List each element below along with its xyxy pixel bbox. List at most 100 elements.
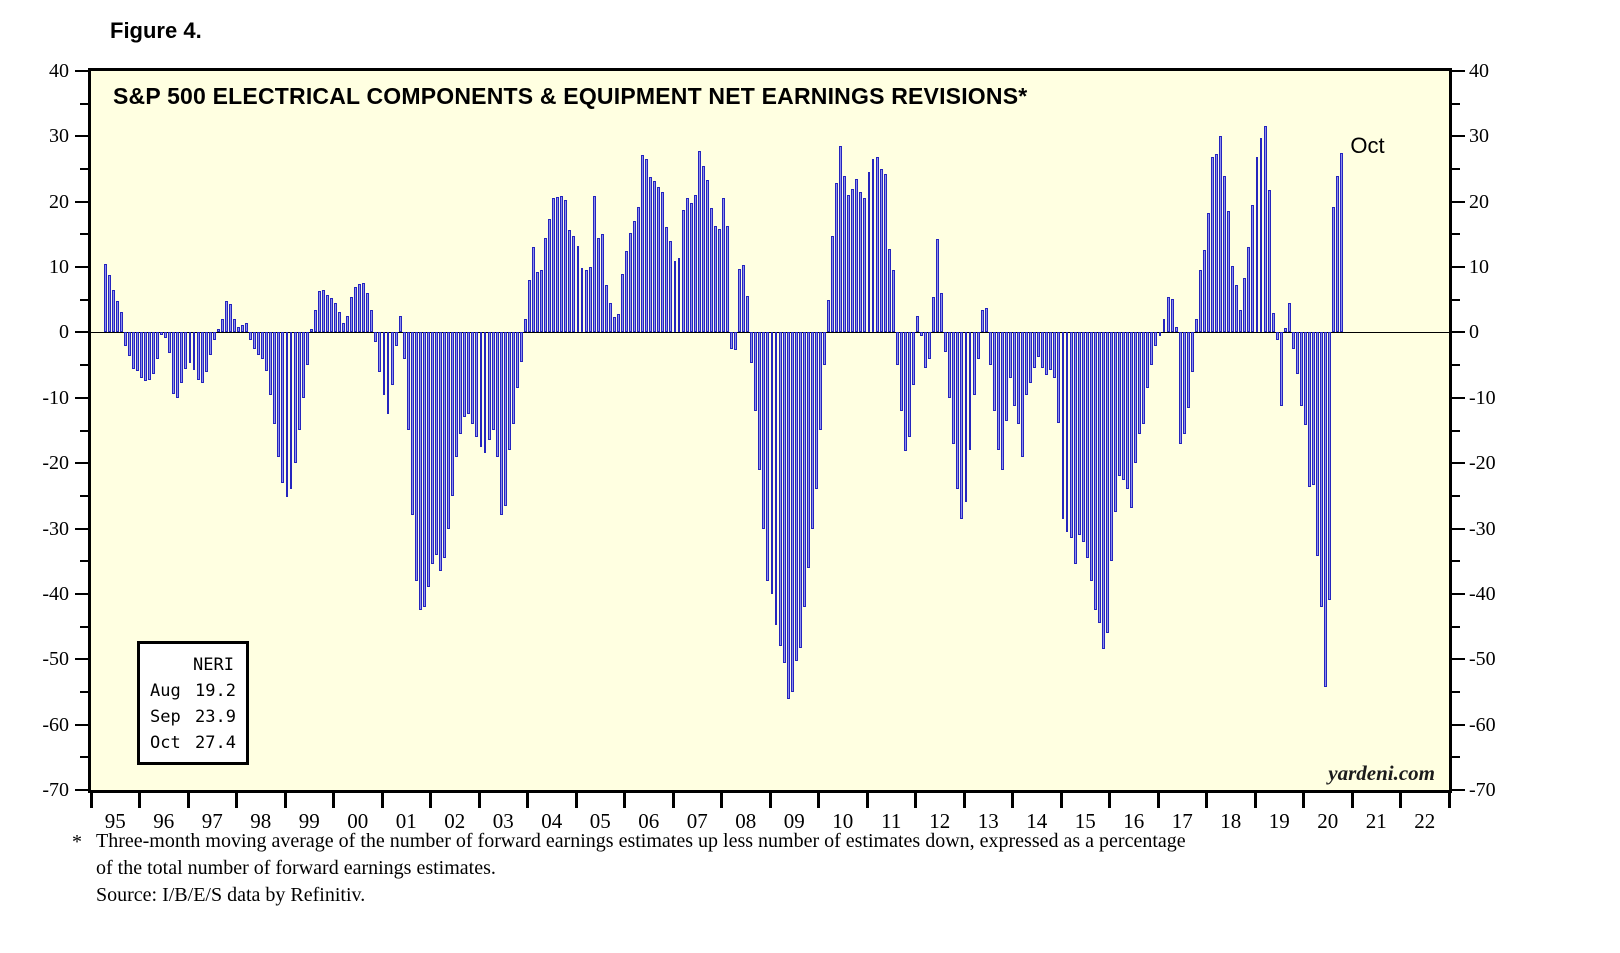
x-axis-tick xyxy=(1302,793,1305,808)
bar xyxy=(131,332,135,370)
bar xyxy=(924,332,928,369)
y-axis-tick xyxy=(75,527,88,530)
bar xyxy=(653,180,657,333)
bar xyxy=(237,326,240,333)
bar xyxy=(176,332,180,398)
bar xyxy=(1194,319,1198,333)
bar xyxy=(928,332,932,359)
bar xyxy=(620,273,624,333)
bar xyxy=(1239,309,1243,333)
bar xyxy=(831,235,835,333)
bar xyxy=(1105,332,1109,634)
bar xyxy=(305,332,309,366)
x-axis-label: 02 xyxy=(444,809,466,833)
bar xyxy=(382,332,386,395)
bar xyxy=(742,265,746,333)
bar xyxy=(164,332,168,338)
bar xyxy=(261,332,265,360)
y-axis-tick xyxy=(75,658,88,661)
y-axis-tick xyxy=(75,135,88,138)
bar xyxy=(1049,332,1053,371)
x-axis-tick xyxy=(235,793,238,808)
y-axis-tick xyxy=(80,625,88,628)
y-axis-tick xyxy=(1452,462,1465,465)
bar xyxy=(790,332,794,692)
x-axis-tick xyxy=(1108,793,1111,808)
bar xyxy=(932,296,936,333)
bar xyxy=(697,151,701,333)
bar xyxy=(665,226,669,333)
bar xyxy=(1025,332,1029,395)
y-axis-tick xyxy=(1452,168,1460,171)
bar xyxy=(887,248,891,333)
bar xyxy=(920,332,923,336)
x-axis-tick xyxy=(332,793,335,808)
x-axis-label: 96 xyxy=(153,809,175,833)
x-axis-label: 12 xyxy=(929,809,951,833)
x-axis-tick xyxy=(429,793,432,808)
bar xyxy=(394,332,398,346)
bar xyxy=(701,166,705,333)
bar xyxy=(168,332,172,353)
y-axis-label: 30 xyxy=(49,125,69,148)
bar xyxy=(1170,299,1174,333)
bar xyxy=(329,298,333,333)
bar xyxy=(1045,332,1049,375)
bar xyxy=(936,238,940,333)
bar xyxy=(1178,332,1182,444)
chart-frame: S&P 500 ELECTRICAL COMPONENTS & EQUIPMEN… xyxy=(88,68,1452,793)
bar xyxy=(1299,332,1303,407)
bar xyxy=(374,332,378,343)
bar xyxy=(1267,189,1271,333)
bar xyxy=(576,246,580,333)
bar xyxy=(540,270,544,333)
bar xyxy=(568,230,572,333)
bar xyxy=(968,332,972,451)
bar xyxy=(422,332,426,607)
bar xyxy=(750,332,754,364)
x-axis-label: 13 xyxy=(977,809,999,833)
bar xyxy=(410,332,414,516)
bar xyxy=(172,332,176,394)
bar xyxy=(722,198,725,333)
bar xyxy=(103,264,107,333)
y-axis-label: -10 xyxy=(42,386,69,409)
x-axis-label: 15 xyxy=(1074,809,1096,833)
legend-row-value: 23.9 xyxy=(195,707,236,727)
bar xyxy=(847,195,851,333)
bar xyxy=(819,332,822,431)
x-axis-tick xyxy=(671,793,675,808)
y-axis-label: -70 xyxy=(42,779,69,801)
y-axis-tick xyxy=(75,396,88,399)
bar xyxy=(1255,157,1259,333)
y-axis-label: -40 xyxy=(1469,582,1496,605)
y-axis-tick xyxy=(80,690,88,693)
bar xyxy=(827,299,831,333)
bar xyxy=(463,332,467,418)
bar xyxy=(685,198,689,333)
y-axis-tick xyxy=(80,298,88,301)
chart-title: S&P 500 ELECTRICAL COMPONENTS & EQUIPMEN… xyxy=(113,83,1028,109)
bar xyxy=(693,195,697,333)
bar xyxy=(285,332,289,497)
bar xyxy=(899,332,903,411)
bar xyxy=(1142,332,1146,424)
y-axis-label: 20 xyxy=(49,190,69,213)
bar xyxy=(1320,332,1324,607)
bar xyxy=(1073,332,1077,565)
bar xyxy=(192,332,196,371)
bar xyxy=(1029,332,1033,384)
bar xyxy=(1223,175,1227,333)
y-axis-label: 10 xyxy=(1469,256,1489,279)
legend-row-label: Sep xyxy=(150,707,181,727)
x-axis-label: 95 xyxy=(104,809,126,833)
x-axis-tick xyxy=(768,793,772,808)
bar xyxy=(1198,269,1202,333)
y-axis-tick xyxy=(75,462,88,465)
bar xyxy=(948,332,952,398)
bar xyxy=(907,332,911,438)
zero-line xyxy=(91,331,1449,333)
bar xyxy=(232,319,236,333)
bar xyxy=(717,229,721,333)
bar xyxy=(1057,332,1061,423)
